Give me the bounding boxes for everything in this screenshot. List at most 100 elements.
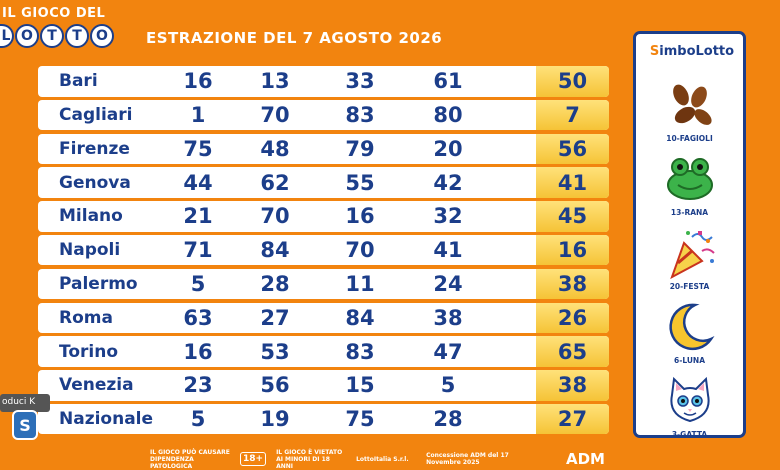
highlight-number: 56	[536, 133, 609, 165]
symbol-luna: 6-LUNA	[636, 300, 743, 365]
channel-logo[interactable]: S	[12, 410, 38, 440]
simbolotto-panel: SimboLotto 10-FAGIOLI 13-RANA	[633, 31, 746, 439]
highlight-number: 50	[536, 66, 609, 97]
player-tooltip[interactable]: oduci K	[0, 394, 50, 412]
results-row-cagliari: Cagliari 1 70 83 80 7	[38, 99, 609, 131]
city-name: Palermo	[59, 274, 138, 295]
highlight-number: 45	[536, 201, 609, 232]
symbol-label: 6-LUNA	[673, 356, 705, 365]
drawn-number: 70	[260, 204, 290, 229]
drawn-number: 27	[260, 305, 290, 330]
drawn-number: 75	[183, 136, 213, 161]
drawn-number: 20	[433, 136, 463, 161]
simbolotto-s-mark: S	[649, 44, 660, 59]
city-name: Firenze	[59, 138, 130, 159]
highlight-number: 27	[536, 403, 609, 435]
drawn-number: 28	[433, 407, 463, 432]
logo-letter: O	[90, 24, 114, 48]
drawn-number: 33	[345, 69, 375, 94]
city-name: Bari	[59, 71, 98, 92]
symbol-rana: 13-RANA	[636, 152, 743, 217]
drawn-number: 21	[183, 204, 213, 229]
drawn-number: 70	[345, 238, 375, 263]
logo-letter: T	[40, 24, 64, 48]
drawn-number: 28	[260, 272, 290, 297]
results-row-roma: Roma 63 27 84 38 26	[38, 302, 609, 334]
city-name: Venezia	[59, 375, 134, 396]
city-name: Cagliari	[59, 105, 133, 126]
drawn-number: 32	[433, 204, 463, 229]
drawn-number: 5	[440, 373, 456, 398]
adm-logo: ADM	[566, 450, 605, 468]
results-row-bari: Bari 16 13 33 61 50	[38, 66, 609, 97]
moon-icon	[636, 300, 743, 354]
drawn-number: 70	[260, 103, 290, 128]
city-name: Napoli	[59, 240, 121, 261]
party-icon	[636, 226, 743, 280]
highlight-number: 26	[536, 302, 609, 334]
city-name: Genova	[59, 172, 131, 193]
drawn-number: 19	[260, 407, 290, 432]
drawn-number: 71	[183, 238, 213, 263]
drawn-number: 83	[345, 339, 375, 364]
drawn-number: 16	[345, 204, 375, 229]
age-badge: 18+	[240, 452, 267, 466]
drawn-number: 16	[183, 339, 213, 364]
results-row-venezia: Venezia 23 56 15 5 38	[38, 370, 609, 401]
drawn-number: 79	[345, 136, 375, 161]
results-row-torino: Torino 16 53 83 47 65	[38, 336, 609, 367]
warning-text: IL GIOCO PUÒ CAUSARE DIPENDENZA PATOLOGI…	[150, 448, 230, 470]
symbol-gatta: 3-GATTA	[636, 374, 743, 439]
drawn-number: 5	[190, 407, 206, 432]
results-row-palermo: Palermo 5 28 11 24 38	[38, 268, 609, 300]
highlight-number: 65	[536, 336, 609, 367]
highlight-number: 16	[536, 234, 609, 266]
drawn-number: 42	[433, 170, 463, 195]
drawn-number: 63	[183, 305, 213, 330]
drawn-number: 11	[345, 272, 375, 297]
city-name: Torino	[59, 341, 119, 362]
logo-letter: O	[15, 24, 39, 48]
drawn-number: 55	[345, 170, 375, 195]
simbolotto-title-text: imboLotto	[659, 44, 735, 59]
results-row-nazionale: Nazionale 5 19 75 28 27	[38, 403, 609, 435]
drawn-number: 84	[260, 238, 290, 263]
drawn-number: 61	[433, 69, 463, 94]
results-row-milano: Milano 21 70 16 32 45	[38, 201, 609, 232]
drawn-number: 83	[345, 103, 375, 128]
logo-letter: T	[65, 24, 89, 48]
concession-text: Concessione ADM del 17 Novembre 2025	[426, 452, 509, 466]
drawn-number: 38	[433, 305, 463, 330]
simbolotto-title: SimboLotto	[642, 44, 742, 59]
drawn-number: 53	[260, 339, 290, 364]
lotto-logo: IL GIOCO DEL L O T T O	[0, 4, 130, 60]
beans-icon	[636, 78, 743, 132]
drawn-number: 80	[433, 103, 463, 128]
highlight-number: 7	[536, 99, 609, 131]
highlight-number: 41	[536, 167, 609, 198]
cat-icon	[636, 374, 743, 428]
highlight-number: 38	[536, 370, 609, 401]
symbol-festa: 20-FESTA	[636, 226, 743, 291]
results-row-napoli: Napoli 71 84 70 41 16	[38, 234, 609, 266]
drawn-number: 23	[183, 373, 213, 398]
drawn-number: 84	[345, 305, 375, 330]
symbol-fagioli: 10-FAGIOLI	[636, 78, 743, 143]
symbol-label: 20-FESTA	[669, 282, 710, 291]
drawn-number: 24	[433, 272, 463, 297]
drawn-number: 44	[183, 170, 213, 195]
symbol-label: 10-FAGIOLI	[666, 134, 713, 143]
draw-title: ESTRAZIONE DEL 7 AGOSTO 2026	[146, 29, 443, 47]
frog-icon	[636, 152, 743, 206]
results-row-genova: Genova 44 62 55 42 41	[38, 167, 609, 198]
city-name: Roma	[59, 307, 113, 328]
logo-top-text: IL GIOCO DEL	[2, 6, 106, 21]
logo-letters: L O T T O	[0, 24, 115, 48]
drawn-number: 16	[183, 69, 213, 94]
operator-name: LottoItalia S.r.l.	[356, 455, 409, 463]
drawn-number: 56	[260, 373, 290, 398]
footer-disclaimers: IL GIOCO PUÒ CAUSARE DIPENDENZA PATOLOGI…	[150, 448, 630, 470]
drawn-number: 15	[345, 373, 375, 398]
drawn-number: 75	[345, 407, 375, 432]
drawn-number: 13	[260, 69, 290, 94]
